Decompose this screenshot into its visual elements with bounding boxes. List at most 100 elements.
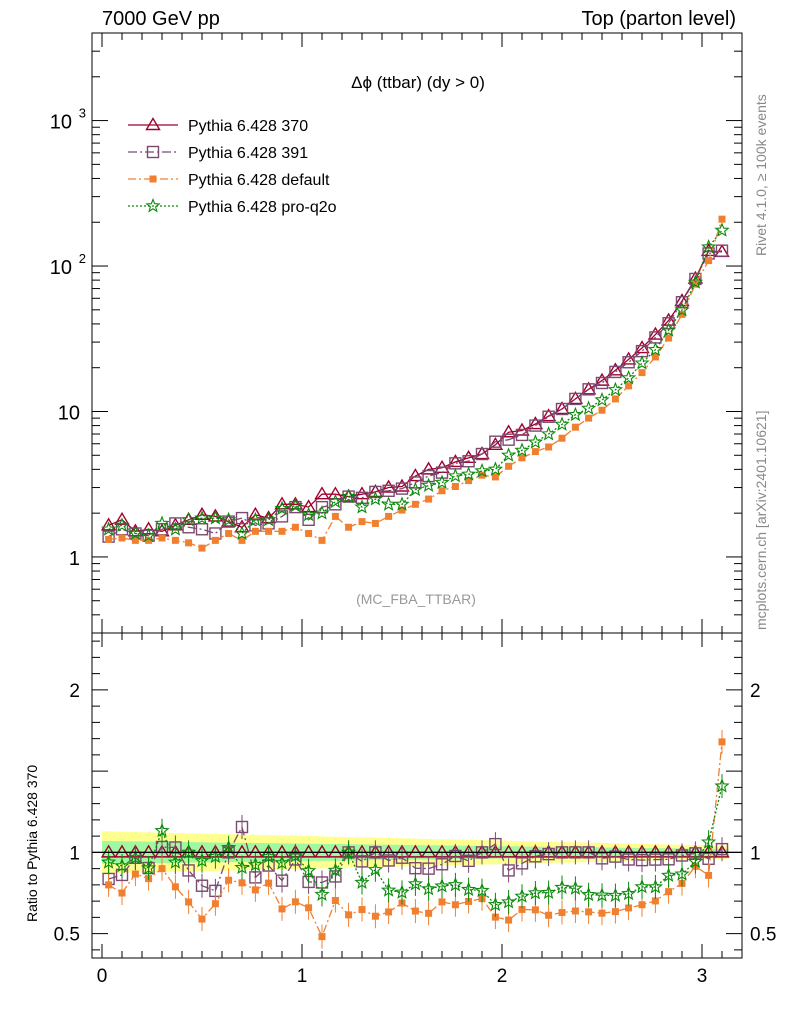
main-point [651, 353, 659, 361]
ratio-point [435, 858, 449, 871]
ratio-point [114, 857, 130, 873]
ratio-y-tick-label-right: 1 [750, 843, 761, 864]
main-point [422, 469, 435, 483]
main-point [327, 486, 344, 500]
ratio-point [620, 885, 637, 901]
main-point [118, 534, 126, 542]
main-point [367, 484, 384, 498]
main-series-group [100, 215, 730, 552]
main-point [180, 511, 197, 526]
ratio-point [687, 853, 704, 869]
main-point [514, 442, 530, 457]
main-point [554, 401, 570, 415]
ratio-point [449, 849, 462, 863]
header-observable-level: Top (parton level) [581, 8, 736, 30]
ratio-point [647, 878, 664, 894]
main-point [660, 322, 677, 337]
legend-marker [146, 145, 160, 159]
ratio-point [665, 888, 673, 896]
ratio-point [274, 854, 290, 870]
ratio-series-2 [105, 729, 726, 949]
ratio-point [531, 906, 539, 914]
ratio-point [651, 897, 659, 905]
ratio-point [607, 887, 624, 903]
ratio-point [154, 822, 170, 838]
main-series-3 [100, 222, 730, 543]
main-point [474, 446, 490, 460]
ratio-point [505, 916, 513, 924]
main-point [434, 474, 450, 489]
main-point [451, 482, 459, 490]
main-point [420, 461, 437, 475]
ratio-point [300, 844, 317, 858]
ratio-point [198, 915, 206, 923]
main-point [460, 449, 477, 464]
ratio-point [529, 850, 542, 863]
ratio-point [182, 864, 195, 877]
main-point [182, 521, 195, 534]
main-point [487, 461, 504, 476]
ratio-y-tick-label-right: 0.5 [750, 925, 776, 946]
main-point [595, 376, 609, 390]
main-point [700, 239, 717, 254]
main-point [625, 382, 633, 390]
main-series-2 [105, 215, 726, 552]
main-point [211, 536, 219, 544]
main-point [705, 257, 713, 265]
ratio-y-axis-label: Ratio to Pythia 6.428 370 [24, 764, 40, 922]
main-point [354, 499, 370, 514]
main-point [567, 406, 584, 422]
main-point [274, 500, 290, 516]
main-point [594, 391, 610, 407]
ratio-point [275, 874, 289, 887]
legend-marker [149, 175, 157, 183]
main-point [300, 499, 317, 513]
ratio-point [131, 870, 139, 878]
main-point [234, 519, 250, 533]
main-point [675, 296, 689, 309]
main-point [598, 406, 606, 414]
ratio-point [234, 859, 250, 875]
main-point [540, 426, 557, 441]
legend-marker [145, 117, 161, 131]
main-point [251, 527, 259, 535]
main-point [475, 447, 489, 461]
ratio-point [425, 909, 433, 917]
y-tick-label: 10 [50, 257, 72, 279]
main-point [478, 471, 486, 479]
y-tick-exponent: 2 [79, 251, 86, 266]
ratio-point [207, 848, 224, 864]
main-point [518, 454, 526, 462]
ratio-point [194, 852, 210, 868]
main-point [234, 525, 250, 540]
ratio-point [225, 876, 233, 884]
main-point [171, 536, 179, 544]
ratio-point [340, 844, 357, 859]
ratio-point [251, 886, 259, 894]
main-point [638, 369, 646, 377]
watermark-label: (MC_FBA_TTBAR) [356, 591, 476, 607]
main-point [558, 434, 566, 442]
main-point [358, 518, 366, 526]
main-point [409, 476, 422, 489]
ratio-point [638, 901, 646, 909]
ratio-point [649, 853, 662, 866]
main-point [131, 536, 139, 544]
main-point [687, 274, 704, 289]
main-point [554, 416, 570, 431]
ratio-point [327, 844, 344, 858]
main-point [662, 317, 675, 330]
main-point [634, 355, 650, 370]
ratio-point [518, 905, 526, 913]
main-point [291, 523, 299, 531]
main-point [302, 513, 315, 527]
main-point [438, 487, 446, 495]
ratio-point [100, 854, 117, 869]
ratio-point [625, 904, 633, 912]
ratio-y-tick-label: 1 [69, 843, 80, 864]
main-point [580, 400, 597, 415]
ratio-point [554, 879, 570, 895]
ratio-point [705, 871, 713, 879]
main-point [260, 511, 277, 527]
ratio-point [314, 844, 330, 858]
